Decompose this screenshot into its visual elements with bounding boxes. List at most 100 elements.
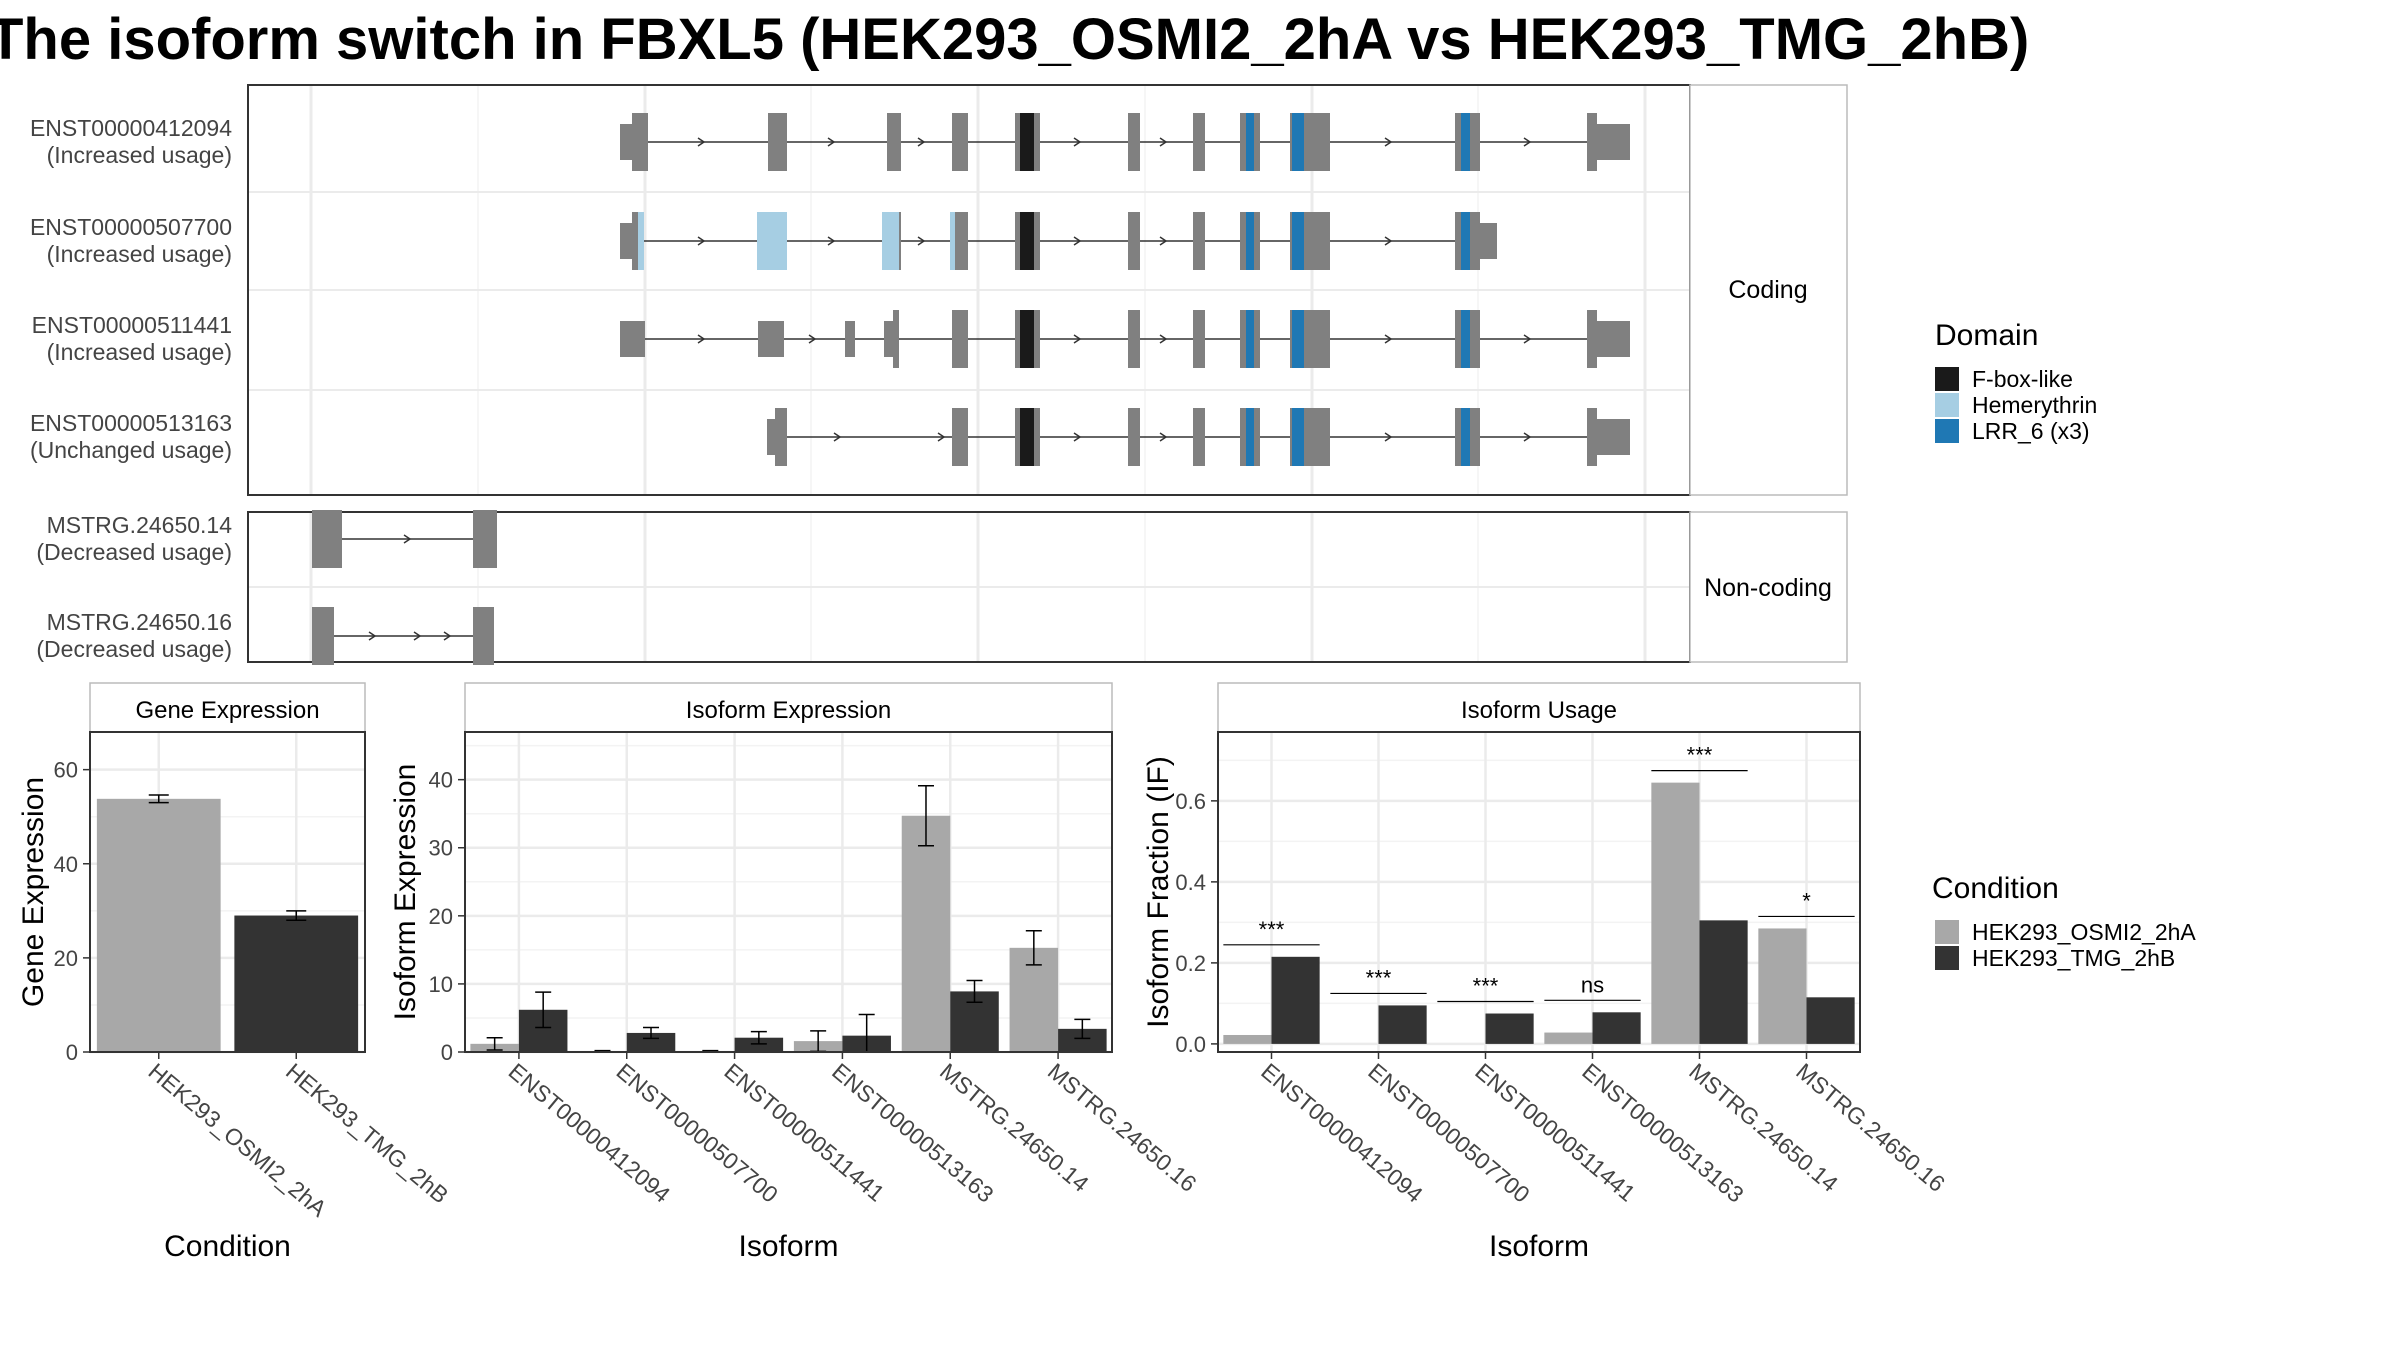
bar: [626, 1032, 676, 1052]
plot-border: [1217, 731, 1861, 1053]
coding-exon: [1193, 310, 1205, 368]
coding-exon: [1193, 113, 1205, 171]
legend-label-condition: HEK293_OSMI2_2hA: [1972, 919, 2196, 945]
domain-segment: [1292, 113, 1304, 171]
bar: [1378, 1005, 1427, 1044]
legend-swatch-domain: [1935, 367, 1959, 391]
isoform-label-id: ENST00000412094: [30, 115, 232, 141]
bar: [1758, 928, 1807, 1044]
domain-segment: [1292, 408, 1304, 466]
coding-exon: [1193, 408, 1205, 466]
y-axis-title: Isoform Fraction (IF): [1142, 756, 1175, 1028]
bar-chart: Isoform Expression010203040ENST000004120…: [389, 682, 1202, 1263]
coding-exon: [952, 408, 968, 466]
y-tick-label: 0.4: [1175, 870, 1206, 895]
significance-label: ***: [1687, 743, 1713, 768]
strand-arrow: [1073, 432, 1082, 442]
isoform-track-coding: [620, 113, 1630, 171]
bar: [1058, 1028, 1107, 1052]
domain-segment: [1246, 310, 1254, 368]
coding-exon: [1128, 408, 1140, 466]
y-tick-label: 0.6: [1175, 789, 1206, 814]
coding-exon: [473, 607, 494, 665]
y-tick-label: 20: [54, 946, 78, 971]
legend-label-domain: F-box-like: [1972, 366, 2073, 392]
bar: [1651, 782, 1700, 1044]
domain-segment: [1461, 310, 1470, 368]
legend-label-domain: Hemerythrin: [1972, 392, 2097, 418]
coding-exon: [473, 510, 497, 568]
isoform-label-usage: (Unchanged usage): [30, 437, 232, 463]
coding-exon: [887, 113, 901, 171]
legend-swatch-condition: [1935, 920, 1959, 944]
plot-area: [465, 732, 1112, 1052]
domain-segment: [1246, 408, 1254, 466]
utr-exon: [845, 321, 855, 357]
isoform-label-usage: (Increased usage): [47, 142, 232, 168]
isoform-label-usage: (Decreased usage): [36, 539, 232, 565]
bar: [234, 915, 359, 1052]
isoform-track-coding: [620, 212, 1497, 270]
utr-exon: [1480, 223, 1497, 259]
plot-area: [1218, 732, 1860, 1052]
domain-segment: [1292, 212, 1304, 270]
y-tick-label: 10: [429, 972, 453, 997]
chart-strip: [464, 682, 1113, 733]
bar: [1271, 956, 1320, 1044]
coding-exon: [1128, 310, 1140, 368]
strand-arrow: [808, 334, 817, 344]
y-axis-title: Gene Expression: [17, 777, 50, 1007]
plot-border: [89, 731, 366, 1053]
strip-label-noncoding: Non-coding: [1704, 574, 1832, 602]
bar: [1806, 997, 1855, 1044]
y-axis-title: Isoform Expression: [389, 764, 422, 1021]
bar: [1699, 920, 1748, 1044]
strand-arrow: [1384, 236, 1393, 246]
coding-exon: [312, 510, 342, 568]
utr-exon: [620, 321, 645, 357]
isoform-label-id: MSTRG.24650.14: [47, 512, 233, 538]
strip-label-coding: Coding: [1728, 276, 1807, 304]
domain-segment: [1020, 408, 1034, 466]
y-tick-label: 0.0: [1175, 1032, 1206, 1057]
strand-arrow: [1523, 432, 1532, 442]
domain-segment: [1020, 310, 1034, 368]
chart-strip-title: Isoform Expression: [686, 697, 891, 724]
legend-label-condition: HEK293_TMG_2hB: [1972, 945, 2175, 971]
y-tick-label: 40: [54, 852, 78, 877]
strand-arrow: [1073, 236, 1082, 246]
strand-arrow: [1384, 334, 1393, 344]
significance-label: ***: [1366, 965, 1392, 990]
isoform-track-coding: [620, 310, 1630, 368]
legend-label-domain: LRR_6 (x3): [1972, 418, 2090, 444]
coding-exon: [952, 310, 968, 368]
domain-segment: [950, 212, 955, 270]
noncoding-strip: [1689, 511, 1848, 663]
utr-exon: [620, 124, 632, 160]
strand-arrow: [697, 334, 706, 344]
significance-label: *: [1802, 888, 1811, 913]
strand-arrow: [697, 137, 706, 147]
y-tick-label: 0: [66, 1040, 78, 1065]
bar: [901, 815, 951, 1052]
strand-arrow: [937, 432, 946, 442]
bar: [1544, 1032, 1593, 1044]
utr-exon: [1597, 419, 1630, 455]
utr-exon: [620, 223, 632, 259]
strand-arrow: [1159, 334, 1168, 344]
strand-arrow: [917, 137, 926, 147]
strand-arrow: [368, 631, 377, 641]
strand-arrow: [1384, 432, 1393, 442]
utr-exon: [767, 419, 775, 455]
coding-exon: [775, 408, 787, 466]
coding-strip: [1689, 84, 1848, 496]
coding-exon: [768, 113, 787, 171]
coding-exon: [952, 113, 968, 171]
strand-arrow: [413, 631, 422, 641]
coding-exon: [1193, 212, 1205, 270]
bar: [734, 1037, 784, 1052]
domain-segment: [1020, 212, 1034, 270]
bar: [1592, 1012, 1641, 1044]
legend-swatch-condition: [1935, 946, 1959, 970]
chart-strip-title: Isoform Usage: [1461, 697, 1617, 724]
